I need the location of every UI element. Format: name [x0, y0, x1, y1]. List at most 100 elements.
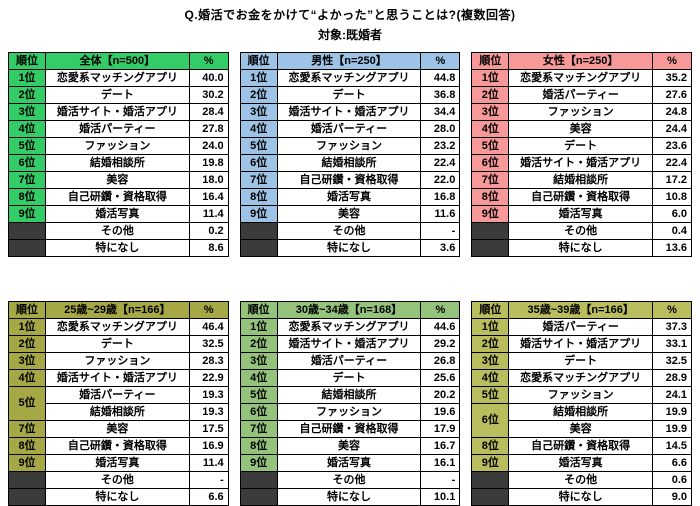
item-cell: 婚活サイト・婚活アプリ	[45, 103, 190, 121]
item-cell: その他	[508, 471, 653, 489]
value-cell: 24.0	[188, 137, 229, 155]
item-cell: 恋愛系マッチングアプリ	[508, 69, 653, 87]
value-cell: 11.4	[188, 454, 229, 472]
value-cell: 22.4	[652, 154, 692, 172]
table-row: 1位 恋愛系マッチングアプリ 35.2	[471, 69, 692, 87]
rank-cell: 1位	[471, 69, 510, 87]
item-cell: 婚活パーティー	[45, 386, 190, 404]
table-row: 4位 恋愛系マッチングアプリ 28.9	[471, 369, 692, 387]
rank-cell: 5位	[471, 137, 510, 155]
value-cell: 44.6	[420, 318, 461, 336]
table-row: その他 0.6	[471, 471, 692, 489]
table-row: 9位 婚活写真 11.4	[8, 205, 229, 223]
rank-cell: 4位	[239, 369, 278, 387]
value-cell: 44.8	[420, 69, 461, 87]
table-row: 3位 婚活サイト・婚活アプリ 34.4	[239, 103, 461, 121]
percent-column-header: %	[652, 52, 692, 70]
item-cell: ファッション	[45, 137, 190, 155]
value-cell: 24.4	[652, 120, 692, 138]
value-cell: 8.6	[188, 239, 229, 257]
table-row: 4位 婚活パーティー 28.0	[239, 120, 461, 138]
header-row: 順位 35歳~39歳【n=166】%	[471, 301, 692, 319]
group-header: 全体【n=500】	[45, 52, 190, 70]
rank-cell: 6位	[471, 154, 510, 172]
rank-cell: 2位	[471, 335, 510, 353]
item-cell: 自己研鑽・資格取得	[276, 420, 422, 438]
value-cell: 6.6	[652, 454, 692, 472]
value-cell: 17.9	[420, 420, 461, 438]
header-row: 順位 25歳~29歳【n=166】%	[8, 301, 229, 319]
header-row: 順位 全体【n=500】%	[8, 52, 229, 70]
rank-cell: 8位	[8, 437, 46, 455]
table-row: 5位 ファッション 24.0	[8, 137, 229, 155]
rank-column-header: 順位	[8, 301, 46, 319]
table-row: 1位 恋愛系マッチングアプリ 44.6	[239, 318, 461, 336]
value-cell: 27.6	[652, 86, 692, 104]
header-row: 順位 30歳~34歳【n=168】%	[239, 301, 461, 319]
value-cell: 17.5	[188, 420, 229, 438]
item-cell: 特になし	[508, 239, 653, 257]
value-cell: 34.4	[420, 103, 461, 121]
rank-cell-empty	[239, 471, 278, 489]
rank-cell-empty	[239, 239, 278, 257]
item-cell: 婚活写真	[508, 205, 653, 223]
rank-cell: 9位	[471, 205, 510, 223]
value-cell: 16.4	[188, 188, 229, 206]
rank-cell-empty	[471, 222, 510, 240]
item-cell: デート	[45, 86, 190, 104]
value-cell: 37.3	[652, 318, 692, 336]
item-cell: 婚活パーティー	[508, 86, 653, 104]
percent-column-header: %	[188, 301, 229, 319]
rank-cell: 3位	[471, 103, 510, 121]
table-row: 8位 自己研鑽・資格取得 10.8	[471, 188, 692, 206]
rank-cell: 2位	[239, 86, 278, 104]
item-cell: 自己研鑽・資格取得	[276, 171, 422, 189]
table-row: 特になし 10.1	[239, 488, 461, 506]
value-cell: 0.4	[652, 222, 692, 240]
item-cell: 恋愛系マッチングアプリ	[45, 69, 190, 87]
value-cell: 19.3	[188, 403, 229, 421]
rank-cell: 4位	[8, 120, 46, 138]
table-row: 5位 ファッション 24.1	[471, 386, 692, 404]
value-cell: 16.1	[420, 454, 461, 472]
table-row: 5位 ファッション 23.2	[239, 137, 461, 155]
rank-cell: 7位	[8, 171, 46, 189]
value-cell: 28.3	[188, 352, 229, 370]
value-cell: 11.6	[420, 205, 461, 223]
value-cell: 9.0	[652, 488, 692, 506]
table-row: 9位 婚活写真 6.6	[471, 454, 692, 472]
item-cell: デート	[45, 335, 190, 353]
table-row: 7位 自己研鑽・資格取得 17.9	[239, 420, 461, 438]
rank-cell: 5位	[471, 386, 510, 404]
value-cell: 16.7	[420, 437, 461, 455]
item-cell: 恋愛系マッチングアプリ	[45, 318, 190, 336]
item-cell: ファッション	[276, 137, 422, 155]
value-cell: 32.5	[652, 352, 692, 370]
item-cell: 特になし	[45, 488, 190, 506]
value-cell: 28.9	[652, 369, 692, 387]
value-cell: 22.0	[420, 171, 461, 189]
value-cell: 36.8	[420, 86, 461, 104]
rank-cell-empty	[239, 222, 278, 240]
item-cell: 特になし	[45, 239, 190, 257]
value-cell: 19.3	[188, 386, 229, 404]
table-row: 3位 婚活パーティー 26.8	[239, 352, 461, 370]
ranking-table: 順位 全体【n=500】% 1位 恋愛系マッチングアプリ 40.0 2位 デート 30.2 3位…	[8, 52, 229, 257]
value-cell: 35.2	[652, 69, 692, 87]
page-subtitle: 対象:既婚者	[318, 28, 382, 42]
rank-cell: 6位	[239, 154, 278, 172]
value-cell: 10.8	[652, 188, 692, 206]
value-cell: -	[188, 471, 229, 489]
rank-cell: 1位	[239, 69, 278, 87]
table-row: 1位 恋愛系マッチングアプリ 44.8	[239, 69, 461, 87]
value-cell: 16.9	[188, 437, 229, 455]
item-cell: 自己研鑽・資格取得	[45, 437, 190, 455]
item-cell: その他	[45, 471, 190, 489]
ranking-table: 順位 男性【n=250】% 1位 恋愛系マッチングアプリ 44.8 2位 デート 36.8 3位…	[239, 52, 461, 257]
table-row: 2位 婚活パーティー 27.6	[471, 86, 692, 104]
table-row: 6位 婚活サイト・婚活アプリ 22.4	[471, 154, 692, 172]
rank-cell-empty	[8, 222, 46, 240]
item-cell: 恋愛系マッチングアプリ	[508, 369, 653, 387]
item-cell: 美容	[45, 171, 190, 189]
